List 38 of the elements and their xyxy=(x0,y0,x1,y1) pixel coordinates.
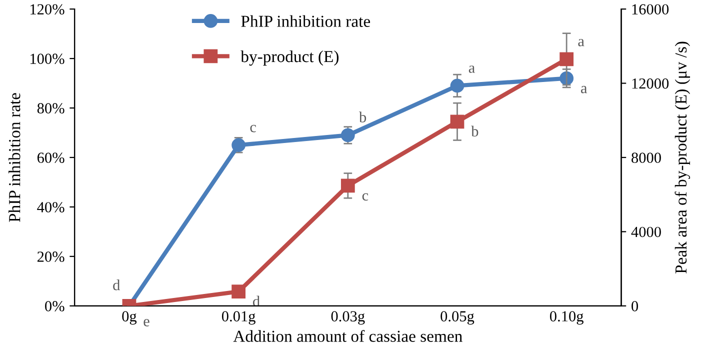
x-tick-label: 0.05g xyxy=(440,311,474,325)
y2-axis-title: Peak area of by-product (E) (μv /s) xyxy=(674,42,690,274)
legend-label: by-product (E) xyxy=(240,50,339,66)
y-tick-label: 40% xyxy=(37,202,64,212)
annotation: b xyxy=(359,112,366,122)
y2-tick-label: 0 xyxy=(632,301,638,312)
y-tick-label: 60% xyxy=(37,152,64,163)
x-tick-label: 0.01g xyxy=(222,311,256,325)
y2-tick-label: 16000 xyxy=(632,4,669,14)
point xyxy=(340,128,355,142)
annotation: a xyxy=(581,86,588,94)
y-tick-label: 80% xyxy=(37,103,64,114)
x-tick-label: 0.10g xyxy=(550,311,584,325)
annotation: e xyxy=(144,319,150,326)
x-tick-label: 0g xyxy=(122,311,137,325)
point xyxy=(560,52,574,66)
annotation: c xyxy=(250,124,256,132)
annotation: a xyxy=(468,66,475,73)
annotation: a xyxy=(578,38,584,46)
point xyxy=(450,114,464,129)
point xyxy=(450,78,464,93)
annotation: c xyxy=(362,193,368,201)
annotation: d xyxy=(113,280,120,290)
y-tick-label: 120% xyxy=(30,4,64,15)
y2-tick-label: 4000 xyxy=(631,226,661,238)
legend-label: PhIP inhibition rate xyxy=(241,15,370,27)
y-tick-label: 0% xyxy=(45,301,64,312)
y2-tick-label: 8000 xyxy=(632,152,661,163)
point xyxy=(232,284,246,299)
x-tick-label: 0.03g xyxy=(331,311,365,325)
y2-tick-label: 12000 xyxy=(632,78,669,89)
point xyxy=(340,178,355,193)
y-tick-label: 20% xyxy=(37,252,64,262)
annotation: b xyxy=(471,126,478,137)
point xyxy=(232,138,246,152)
y-axis-title: PhIP inhibition rate xyxy=(8,93,20,222)
y-tick-label: 100% xyxy=(30,54,64,64)
x-axis-title: Addition amount of cassiae semen xyxy=(233,330,462,342)
